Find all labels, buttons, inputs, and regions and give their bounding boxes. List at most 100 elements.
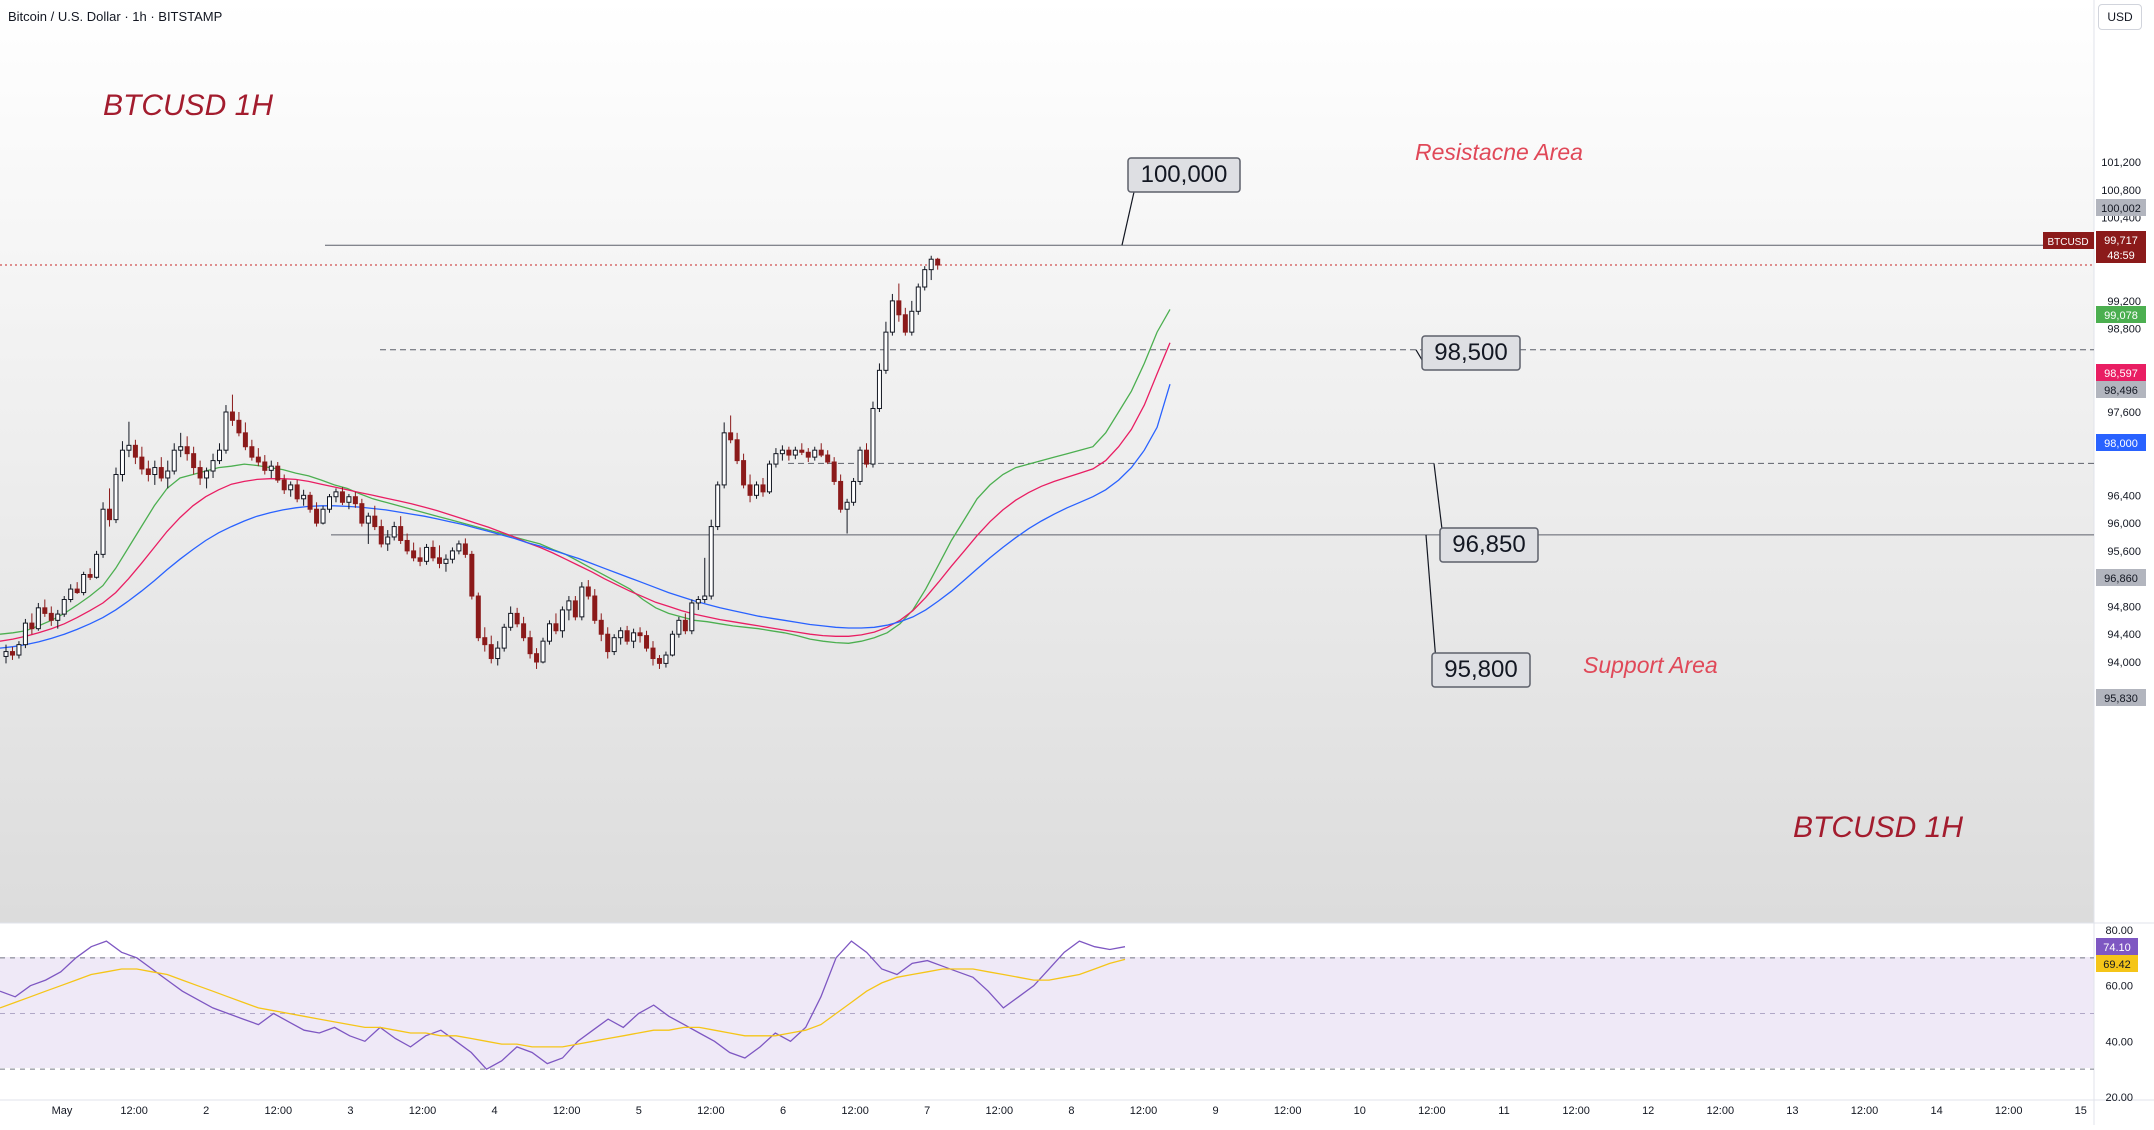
- horizontal-levels: [0, 244, 2094, 536]
- candle-body: [734, 439, 740, 462]
- candle-body: [896, 300, 902, 316]
- price-label-96860: 96,860: [2096, 569, 2146, 586]
- candle-body: [482, 637, 488, 646]
- time-tick: 10: [1354, 1105, 1366, 1117]
- candle-body: [139, 456, 145, 470]
- candle-body: [521, 623, 527, 639]
- rsi-ma-value-label: 69.42: [2096, 955, 2138, 972]
- candle-body: [553, 623, 559, 632]
- rsi-line: [0, 940, 1126, 1071]
- time-tick: 9: [1213, 1105, 1219, 1117]
- candle-body: [74, 588, 80, 594]
- callout-box: [1431, 652, 1531, 688]
- time-tick: 12:00: [409, 1105, 437, 1117]
- candle-body: [495, 647, 501, 660]
- candle-body: [585, 586, 591, 597]
- candle-body: [307, 494, 313, 510]
- time-tick: 12:00: [1995, 1105, 2023, 1117]
- price-axis[interactable]: 101,200100,800100,40099,20098,80097,6009…: [2101, 157, 2141, 669]
- rsi-axis[interactable]: 80.00 60.00 40.00 20.00: [2105, 925, 2133, 1104]
- candle-body: [398, 526, 404, 541]
- time-tick: 11: [1498, 1105, 1509, 1117]
- candle-body: [851, 480, 857, 503]
- candle-body: [262, 461, 268, 471]
- ema-mid-line: [0, 342, 1171, 642]
- price-tick: 99,200: [2107, 296, 2141, 308]
- svg-text:98,496: 98,496: [2104, 385, 2138, 397]
- candle-body: [928, 258, 934, 271]
- candle-body: [113, 474, 119, 521]
- candle-body: [799, 449, 805, 453]
- candle-body: [572, 600, 578, 618]
- support-label: Support Area: [1583, 652, 1718, 678]
- candle-body: [566, 600, 572, 611]
- candle-body: [320, 508, 326, 524]
- candle-body: [132, 444, 138, 458]
- candle-body: [488, 644, 494, 660]
- time-tick: 12:00: [120, 1105, 148, 1117]
- time-axis[interactable]: May 12:00 2 12:00 3 12:00 4 12:00 5 12:00 6 12:00 7 1…: [52, 1105, 2087, 1117]
- candle-body: [527, 637, 533, 655]
- currency-button[interactable]: USD: [2098, 4, 2142, 30]
- candle-body: [475, 595, 481, 639]
- price-tick: 98,800: [2107, 324, 2141, 336]
- svg-text:100,002: 100,002: [2101, 203, 2141, 215]
- candle-body: [637, 632, 643, 637]
- time-tick: 4: [492, 1105, 498, 1117]
- price-tick: 94,000: [2107, 657, 2141, 669]
- candle-body: [436, 557, 442, 564]
- candle-body: [449, 550, 455, 560]
- ema-slow-line: [0, 384, 1171, 649]
- candle-body: [786, 449, 792, 456]
- callout-box: [1127, 157, 1241, 193]
- candle-body: [314, 508, 320, 524]
- candle-body: [728, 432, 734, 441]
- candle-body: [715, 484, 721, 528]
- candle-body: [119, 449, 125, 476]
- candle-body: [443, 558, 449, 564]
- price-callouts[interactable]: 100,000 98,500 96,850 95,800: [1121, 157, 1539, 688]
- ema-mid-label: 98,597: [2096, 364, 2146, 381]
- price-tick: 97,600: [2107, 407, 2141, 419]
- candle-body: [508, 612, 514, 628]
- candle-body: [456, 543, 462, 552]
- candle-body: [94, 553, 100, 578]
- last-price-value: 99,717: [2104, 235, 2138, 247]
- rsi-tick: 20.00: [2105, 1092, 2133, 1104]
- title-top: BTCUSD 1H: [103, 89, 273, 122]
- callout-1: 98,500: [1415, 335, 1521, 371]
- svg-text:98,000: 98,000: [2104, 438, 2138, 450]
- svg-text:96,860: 96,860: [2104, 573, 2138, 585]
- callout-text: 95,800: [1444, 656, 1517, 683]
- candle-body: [68, 588, 74, 600]
- candle-body: [346, 496, 352, 503]
- time-tick: 15: [2075, 1105, 2087, 1117]
- candle-body: [579, 586, 585, 618]
- candle-body: [676, 619, 682, 635]
- time-tick: 12:00: [553, 1105, 581, 1117]
- ema-slow-label: 98,000: [2096, 434, 2146, 451]
- candle-body: [559, 609, 565, 632]
- candle-body: [469, 553, 475, 597]
- price-tick: 95,600: [2107, 546, 2141, 558]
- time-tick: 7: [924, 1105, 930, 1117]
- candle-body: [430, 546, 436, 559]
- candle-body: [236, 419, 242, 434]
- moving-averages: [0, 309, 1171, 649]
- price-tick: 94,400: [2107, 629, 2141, 641]
- callout-text: 98,500: [1434, 339, 1507, 366]
- candle-body: [204, 470, 210, 479]
- candle-body: [158, 467, 164, 479]
- candle-body: [760, 484, 766, 493]
- candle-body: [339, 491, 345, 503]
- candle-body: [171, 449, 177, 472]
- rsi-ma-line: [0, 958, 1126, 1048]
- candle-body: [152, 467, 158, 475]
- candle-body: [598, 619, 604, 635]
- candle-body: [695, 599, 701, 604]
- candle-body: [3, 651, 9, 657]
- candle-body: [909, 310, 915, 333]
- callout-box: [1439, 527, 1539, 563]
